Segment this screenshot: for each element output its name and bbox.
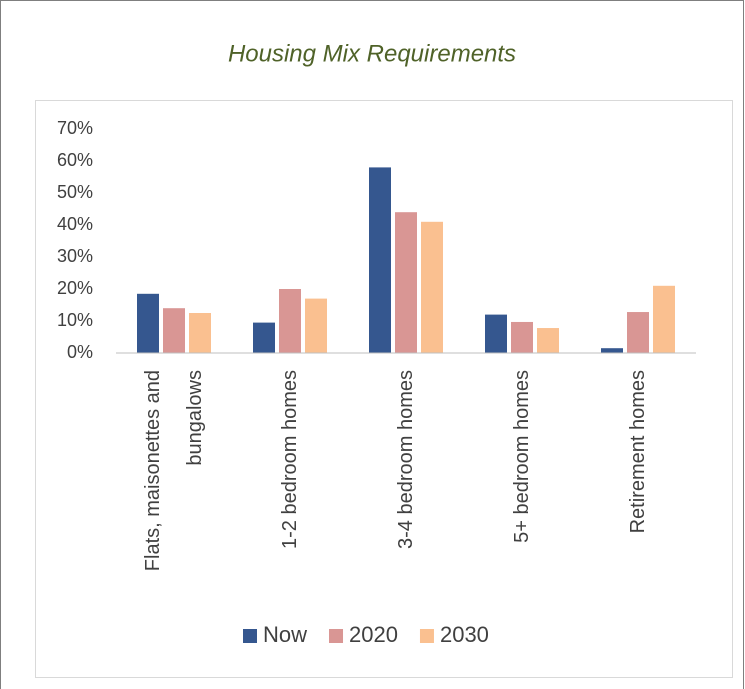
legend-label: Now (263, 622, 307, 647)
x-tick-label: Flats, maisonettes and bungalows (142, 370, 206, 572)
bar (537, 328, 559, 353)
chart-title: Housing Mix Requirements (228, 40, 516, 67)
bar (485, 314, 507, 353)
bar (421, 221, 443, 353)
legend-label: 2030 (440, 622, 489, 647)
bar (511, 321, 533, 353)
y-tick-label: 60% (57, 150, 93, 170)
bar (395, 212, 417, 353)
bar (137, 293, 159, 353)
bar (305, 298, 327, 353)
x-tick-label: Retirement homes (627, 370, 649, 534)
y-tick-label: 70% (57, 118, 93, 138)
bar (163, 308, 185, 353)
bar (253, 322, 275, 353)
bar (601, 348, 623, 353)
legend-label: 2020 (349, 622, 398, 647)
legend-swatch (243, 629, 257, 643)
x-tick-label: 1-2 bedroom homes (279, 370, 301, 549)
y-tick-label: 30% (57, 246, 93, 266)
x-tick-label: 5+ bedroom homes (511, 370, 533, 543)
legend-swatch (419, 629, 434, 643)
y-tick-label: 50% (57, 182, 93, 202)
y-tick-label: 0% (67, 342, 93, 362)
bar (279, 289, 301, 353)
bar (627, 312, 649, 353)
y-tick-label: 20% (57, 278, 93, 298)
legend-swatch (329, 629, 344, 643)
x-tick-label: 3-4 bedroom homes (395, 370, 417, 549)
y-tick-label: 40% (57, 214, 93, 234)
bar (189, 313, 211, 353)
y-tick-label: 10% (57, 310, 93, 330)
bar (653, 285, 675, 353)
plot-frame (35, 100, 733, 678)
bar (369, 167, 391, 353)
